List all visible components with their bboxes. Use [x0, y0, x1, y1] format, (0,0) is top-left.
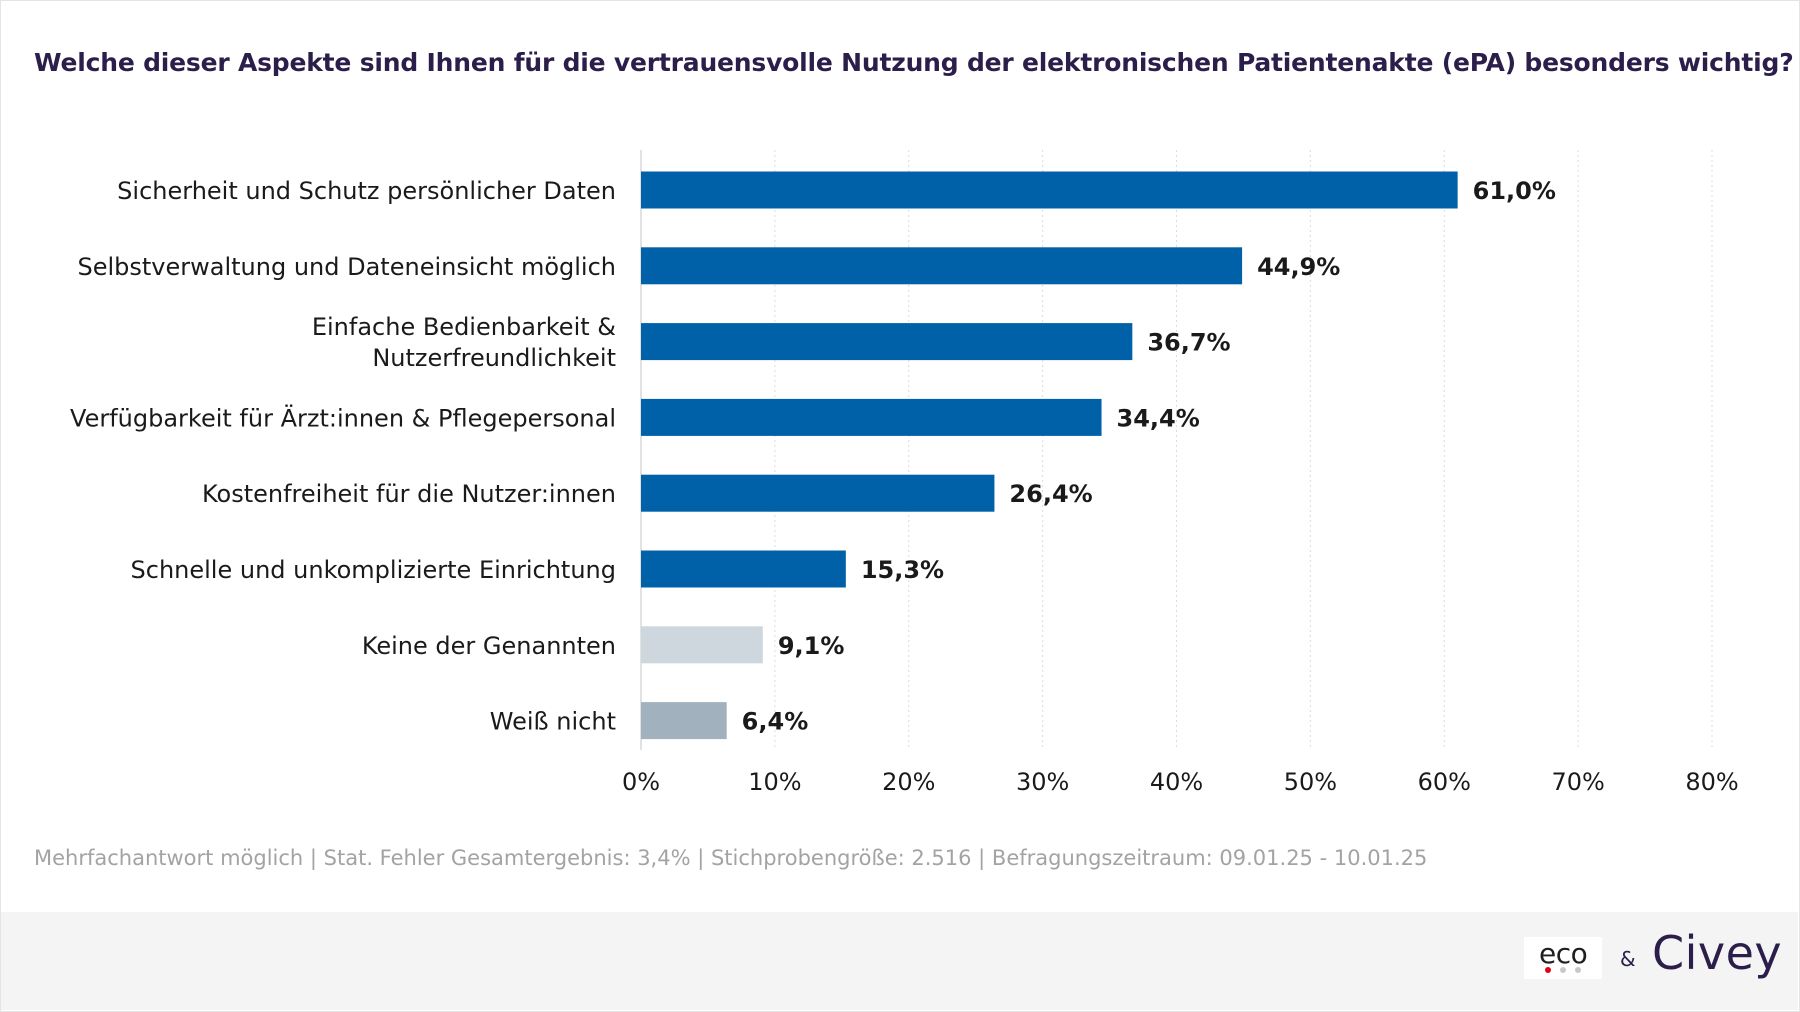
bar-value-label: 6,4%: [742, 708, 809, 736]
category-label: Nutzerfreundlichkeit: [372, 344, 616, 372]
bar-value-label: 36,7%: [1147, 329, 1230, 357]
bar: [641, 323, 1133, 361]
x-tick-label: 50%: [1284, 768, 1337, 796]
x-tick-label: 20%: [882, 768, 935, 796]
bar-value-label: 44,9%: [1257, 253, 1340, 281]
civey-logo: Civey: [1652, 926, 1783, 980]
logo-ampersand: &: [1620, 947, 1636, 971]
bar-value-label: 9,1%: [778, 632, 845, 660]
bar-value-label: 61,0%: [1473, 177, 1556, 205]
x-tick-label: 0%: [622, 768, 660, 796]
footnote: Mehrfachantwort möglich | Stat. Fehler G…: [34, 846, 1428, 870]
category-label: Einfache Bedienbarkeit &: [312, 313, 616, 341]
x-tick-label: 10%: [748, 768, 801, 796]
category-label: Selbstverwaltung und Dateneinsicht mögli…: [77, 253, 616, 281]
eco-logo: eco: [1524, 937, 1602, 979]
category-label: Schnelle und unkomplizierte Einrichtung: [131, 556, 616, 584]
bar: [641, 626, 763, 664]
footer-bar: [1, 912, 1798, 1010]
x-tick-label: 40%: [1150, 768, 1203, 796]
x-tick-label: 70%: [1551, 768, 1604, 796]
category-label: Kostenfreiheit für die Nutzer:innen: [202, 480, 616, 508]
category-label: Weiß nicht: [490, 708, 616, 736]
bar-value-label: 34,4%: [1117, 404, 1200, 432]
chart-title: Welche dieser Aspekte sind Ihnen für die…: [34, 48, 1794, 77]
eco-logo-dot-red: [1545, 967, 1551, 973]
bar: [641, 398, 1102, 436]
category-label: Keine der Genannten: [362, 632, 616, 660]
bar: [641, 550, 846, 588]
eco-logo-dot-gray-2: [1575, 967, 1581, 973]
x-tick-label: 30%: [1016, 768, 1069, 796]
bar: [641, 171, 1458, 209]
bar-value-label: 15,3%: [861, 556, 944, 584]
bar-chart: 0% 10% 20% 30% 40% 50% 60% 70% 80% 61,0% Sicherhei…: [70, 150, 1739, 796]
eco-logo-text: eco: [1539, 937, 1588, 970]
category-label: Sicherheit und Schutz persönlicher Daten: [117, 177, 616, 205]
category-label: Verfügbarkeit für Ärzt:innen & Pflegeper…: [70, 403, 616, 432]
eco-logo-dot-gray: [1560, 967, 1566, 973]
x-tick-label: 60%: [1418, 768, 1471, 796]
x-tick-label: 80%: [1685, 768, 1738, 796]
bar-value-label: 26,4%: [1009, 480, 1092, 508]
bar: [641, 702, 727, 740]
bar: [641, 247, 1243, 285]
bar: [641, 474, 995, 512]
